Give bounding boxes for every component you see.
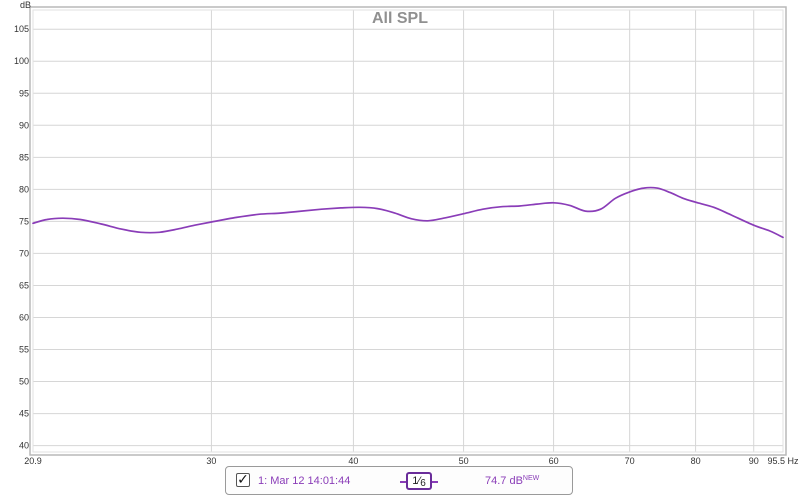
plot-frame (29, 6, 787, 456)
x-axis-ticks: 20.9 30 40 50 60 70 80 90 95.5 Hz (24, 456, 799, 466)
x-tick-label: 20.9 (24, 456, 42, 466)
smoothing-numerator: 1 (412, 475, 419, 487)
y-tick-label: 90 (19, 120, 29, 130)
x-tick-label: 40 (348, 456, 358, 466)
y-tick-label: 55 (19, 345, 29, 355)
grid-layer (33, 10, 783, 452)
x-tick-label: 95.5 Hz (767, 456, 799, 466)
x-tick-label: 60 (549, 456, 559, 466)
smoothing-line-right (432, 481, 438, 483)
legend-panel: ✓ 1: Mar 12 14:01:44 1⁄6 74.7 dBNEW (225, 466, 573, 495)
y-tick-label: 70 (19, 248, 29, 258)
y-tick-label: 45 (19, 409, 29, 419)
smoothing-denominator: 6 (420, 478, 426, 489)
plot-frame-inner (32, 9, 784, 453)
series-label[interactable]: 1: Mar 12 14:01:44 (258, 475, 351, 487)
x-tick-label: 80 (691, 456, 701, 466)
y-tick-label: 105 (14, 24, 29, 34)
series-line-spl (32, 186, 784, 239)
y-tick-label: 40 (19, 441, 29, 451)
x-tick-label: 50 (459, 456, 469, 466)
y-axis-ticks: 40 45 50 55 60 65 70 75 80 85 90 95 100 105 (14, 24, 29, 450)
spl-chart: 40 45 50 55 60 65 70 75 80 85 90 95 100 105 20.9 30 40 5… (14, 0, 799, 466)
smoothing-indicator[interactable]: 1⁄6 (400, 472, 438, 490)
new-badge: NEW (522, 475, 540, 482)
cursor-value-readout: 74.7 dBNEW (485, 475, 539, 487)
y-tick-label: 100 (14, 56, 29, 66)
smoothing-line-left (400, 481, 406, 483)
cursor-value: 74.7 dB (485, 475, 523, 487)
y-tick-label: 95 (19, 88, 29, 98)
chart-title: All SPL (372, 10, 428, 27)
y-tick-label: 80 (19, 184, 29, 194)
y-axis-label: dB (20, 0, 31, 10)
x-tick-label: 90 (749, 456, 759, 466)
y-tick-label: 65 (19, 280, 29, 290)
y-tick-label: 50 (19, 377, 29, 387)
smoothing-fraction[interactable]: 1⁄6 (406, 472, 432, 490)
y-tick-label: 60 (19, 312, 29, 322)
y-tick-label: 75 (19, 216, 29, 226)
x-tick-label: 70 (625, 456, 635, 466)
series-visibility-checkbox[interactable]: ✓ (236, 472, 250, 488)
x-tick-label: 30 (206, 456, 216, 466)
y-tick-label: 85 (19, 152, 29, 162)
